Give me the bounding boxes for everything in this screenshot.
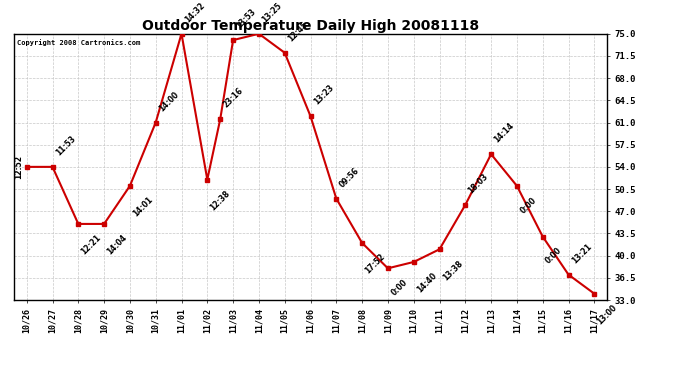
Text: 13:25: 13:25 — [260, 1, 284, 24]
Text: 12:45: 12:45 — [286, 20, 309, 43]
Text: 14:00: 14:00 — [157, 90, 180, 113]
Text: 0:00: 0:00 — [389, 278, 409, 297]
Text: 14:04: 14:04 — [106, 233, 129, 257]
Title: Outdoor Temperature Daily High 20081118: Outdoor Temperature Daily High 20081118 — [142, 19, 479, 33]
Text: 18:03: 18:03 — [466, 172, 490, 195]
Text: 23:16: 23:16 — [221, 86, 245, 110]
Text: 13:21: 13:21 — [570, 242, 593, 265]
Text: 14:01: 14:01 — [131, 195, 155, 219]
Text: 14:14: 14:14 — [493, 121, 516, 145]
Text: 13:38: 13:38 — [441, 259, 464, 282]
Text: 17:52: 17:52 — [364, 252, 387, 276]
Text: 14:32: 14:32 — [183, 1, 206, 24]
Text: 13:23: 13:23 — [312, 83, 335, 106]
Text: 09:56: 09:56 — [337, 166, 361, 189]
Text: 14:40: 14:40 — [415, 272, 438, 295]
Text: 12:38: 12:38 — [208, 189, 232, 213]
Text: 0:00: 0:00 — [518, 195, 538, 215]
Text: 0:00: 0:00 — [544, 246, 564, 266]
Text: 13:00: 13:00 — [595, 303, 619, 327]
Text: 12:21: 12:21 — [79, 233, 103, 257]
Text: Copyright 2008 Cartronics.com: Copyright 2008 Cartronics.com — [17, 39, 140, 46]
Text: 12:52: 12:52 — [14, 155, 23, 179]
Text: 13:53: 13:53 — [235, 7, 258, 31]
Text: 11:53: 11:53 — [54, 134, 77, 158]
